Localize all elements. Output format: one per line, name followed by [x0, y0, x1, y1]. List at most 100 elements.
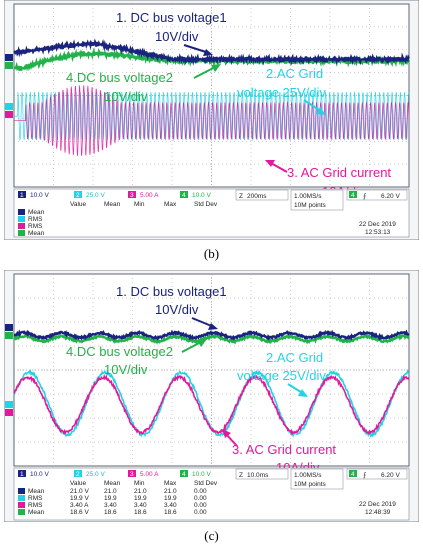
- measurement-mean: 3.40: [104, 502, 117, 509]
- channel-scale-ch2: 2 25.0 V: [74, 470, 105, 478]
- trigger-level: 6.20 V: [381, 193, 400, 200]
- measurement-max: 18.6: [164, 509, 177, 516]
- measurement-badge-ch1: [18, 488, 25, 494]
- measurement-name-ch4: Mean: [28, 509, 45, 516]
- ch4-marker: [5, 62, 13, 69]
- measurement-header: Mean: [104, 201, 121, 208]
- trigger-channel-number: 4: [351, 471, 355, 478]
- annotation-ch4-scale: 10V/div: [104, 362, 148, 377]
- ch1-marker: [5, 54, 13, 61]
- channel-scale-ch1: 1 10.0 V: [18, 470, 49, 478]
- measurement-name-ch1: Mean: [28, 488, 45, 495]
- measurement-mean: 19.9: [104, 495, 117, 502]
- measurement-max: 21.0: [164, 488, 177, 495]
- channel-scale-ch1-value: 10.0 V: [30, 471, 49, 478]
- measurement-header: Std Dev: [194, 201, 218, 208]
- annotation-ch2-scale: voltage 25V/div: [237, 368, 326, 383]
- annotation-ch1-scale: 10V/div: [155, 29, 199, 44]
- measurement-header: Std Dev: [194, 480, 218, 487]
- measurement-mean: 18.6: [104, 509, 117, 516]
- channel-badge-ch4-number: 4: [182, 471, 186, 478]
- acquisition-box: 1.00MS/s 10M points: [291, 190, 343, 210]
- measurement-stddev: 0.00: [194, 488, 207, 495]
- annotation-ch4-title: 4.DC bus voltage2: [66, 344, 173, 359]
- channel-scale-ch4: 4 10.0 V: [180, 191, 211, 199]
- annotation-ch2-title: 2.AC Grid: [266, 66, 323, 81]
- channel-scale-ch1-value: 10.0 V: [30, 192, 49, 199]
- timebase-box: Z 200ms: [236, 190, 288, 200]
- channel-scale-ch3-value: 5.00 A: [140, 192, 159, 199]
- annotation-ch4-title: 4.DC bus voltage2: [66, 70, 173, 85]
- figure-caption: (b): [4, 246, 419, 262]
- ch2-marker: [5, 103, 13, 110]
- measurement-name-ch3: RMS: [28, 223, 43, 230]
- timebase-icon: Z: [239, 193, 243, 200]
- trigger-box: 4 ⨍ 6.20 V: [347, 190, 407, 200]
- channel-badge-ch4-number: 4: [182, 192, 186, 199]
- measurement-name-ch4: Mean: [28, 230, 45, 237]
- timebase-box: Z 10.0ms: [236, 469, 288, 479]
- measurement-header: Min: [134, 201, 145, 208]
- measurement-name-ch2: RMS: [28, 216, 43, 223]
- annotation-ch3-title: 3. AC Grid current: [287, 165, 391, 180]
- measurement-badge-ch3: [18, 223, 25, 229]
- measurement-min: 3.40: [134, 502, 147, 509]
- measurement-header: Max: [164, 480, 177, 487]
- annotation-ch2-scale: voltage 25V/div: [237, 85, 326, 100]
- annotation-ch1-title: 1. DC bus voltage1: [116, 284, 227, 299]
- ch3-marker: [5, 409, 13, 416]
- record-length: 10M points: [294, 481, 327, 488]
- channel-scale-ch1: 1 10.0 V: [18, 191, 49, 199]
- measurement-stddev: 0.00: [194, 509, 207, 516]
- channel-scale-ch2-value: 25.0 V: [86, 192, 105, 199]
- ch2-marker: [5, 401, 13, 408]
- channel-scale-ch3-value: 5.00 A: [140, 471, 159, 478]
- measurement-header: Value: [70, 480, 87, 487]
- status-bar: 1 10.0 V 2 25.0 V 3 5.00 A 4 10.0 V Valu…: [14, 468, 409, 520]
- figure-caption: (c): [4, 528, 419, 544]
- measurement-min: 21.0: [134, 488, 147, 495]
- measurement-value: 18.6 V: [70, 509, 89, 516]
- channel-badge-ch3-number: 3: [130, 192, 134, 199]
- capture-date: 22 Dec 2019: [359, 221, 396, 228]
- scope-panel-b: 1. DC bus voltage1 10V/div 4.DC bus volt…: [4, 0, 419, 266]
- scope-figure-c: 1. DC bus voltage1 10V/div 4.DC bus volt…: [4, 270, 419, 522]
- capture-time: 12:53:13: [365, 229, 391, 236]
- channel-scale-ch3: 3 5.00 A: [128, 191, 159, 199]
- measurement-name-ch1: Mean: [28, 209, 45, 216]
- ch4-marker: [5, 332, 13, 339]
- measurement-min: 18.6: [134, 509, 147, 516]
- timebase-icon: Z: [239, 472, 243, 479]
- annotation-ch3-title: 3. AC Grid current: [232, 442, 336, 457]
- measurement-name-ch2: RMS: [28, 495, 43, 502]
- annotation-ch2-title: 2.AC Grid: [266, 350, 323, 365]
- measurement-mean: 21.0: [104, 488, 117, 495]
- measurement-badge-ch4: [18, 230, 25, 236]
- channel-scale-ch2-value: 25.0 V: [86, 471, 105, 478]
- measurement-name-ch3: RMS: [28, 502, 43, 509]
- scope-figure-b: 1. DC bus voltage1 10V/div 4.DC bus volt…: [4, 0, 419, 240]
- annotation-ch4-scale: 10V/div: [104, 89, 148, 104]
- trigger-level: 6.20 V: [381, 472, 400, 479]
- measurement-badge-ch3: [18, 502, 25, 508]
- measurement-value: 19.9 V: [70, 495, 89, 502]
- measurement-header: Value: [70, 201, 87, 208]
- channel-scale-ch4: 4 10.0 V: [180, 470, 211, 478]
- channel-scale-ch4-value: 10.0 V: [192, 192, 211, 199]
- annotation-ch1-scale: 10V/div: [155, 302, 199, 317]
- measurement-badge-ch2: [18, 216, 25, 222]
- annotation-ch1-title: 1. DC bus voltage1: [116, 10, 227, 25]
- measurement-stddev: 0.00: [194, 495, 207, 502]
- sample-rate: 1.00MS/s: [294, 193, 322, 200]
- channel-badge-ch2-number: 2: [76, 192, 80, 199]
- measurement-value: 21.0 V: [70, 488, 89, 495]
- measurement-max: 3.40: [164, 502, 177, 509]
- channel-badge-ch1-number: 1: [20, 192, 24, 199]
- channel-badge-ch3-number: 3: [130, 471, 134, 478]
- channel-badge-ch1-number: 1: [20, 471, 24, 478]
- record-length: 10M points: [294, 202, 327, 209]
- channel-scale-ch4-value: 10.0 V: [192, 471, 211, 478]
- measurement-header: Mean: [104, 480, 121, 487]
- measurement-badge-ch2: [18, 495, 25, 501]
- measurement-badge-ch4: [18, 509, 25, 515]
